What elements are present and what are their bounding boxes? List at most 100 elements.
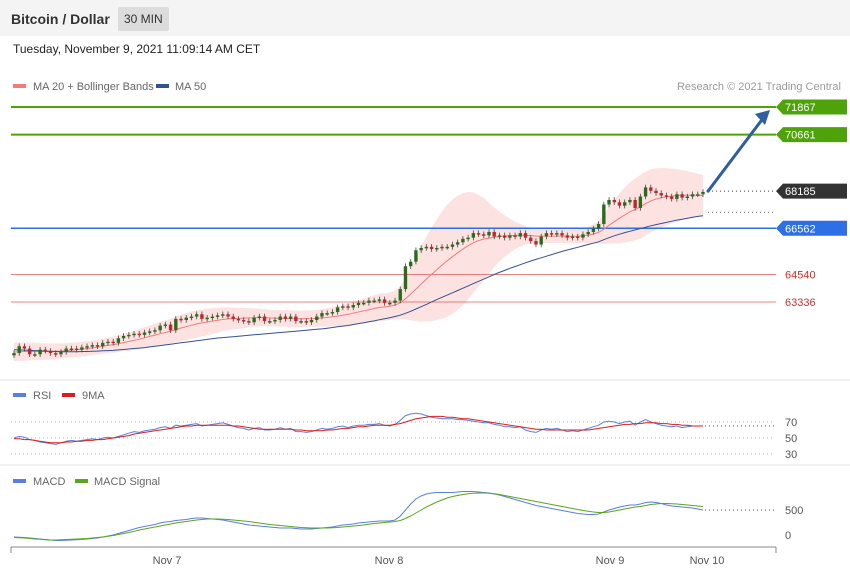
candle-body <box>95 345 100 347</box>
candle-body <box>591 228 596 232</box>
candle-body <box>168 324 173 331</box>
macd-tick-label: 500 <box>785 505 803 517</box>
level-label: 71867 <box>785 102 816 114</box>
candle-body <box>356 302 361 306</box>
candle-body <box>158 325 162 331</box>
candle-body <box>565 235 569 238</box>
legend-rsi: RSI <box>33 390 51 402</box>
candle-body <box>341 306 345 308</box>
macd-signal-line <box>13 492 704 541</box>
candle-body <box>221 314 225 316</box>
candle-body <box>529 237 533 242</box>
candle-body <box>268 321 272 323</box>
legend-swatch-ma50 <box>156 84 169 88</box>
candle-body <box>121 335 126 339</box>
candle-body <box>309 319 314 323</box>
candle-body <box>393 300 397 303</box>
candle-body <box>513 235 517 237</box>
candle-body <box>440 246 444 249</box>
candle-body <box>247 321 251 323</box>
candle-body <box>22 346 27 349</box>
rsi-line <box>13 412 703 445</box>
candle-body <box>534 241 538 245</box>
legend-ma50: MA 50 <box>175 81 206 93</box>
candle-body <box>471 233 476 238</box>
legend-macd: MACD <box>33 476 65 488</box>
legend-swatch-macd-signal <box>75 479 88 483</box>
level-tag <box>776 220 847 236</box>
candle-body <box>59 351 63 355</box>
candle-body <box>33 354 37 356</box>
candle-body <box>576 236 580 239</box>
x-tick-label: Nov 10 <box>690 555 725 567</box>
candle-body <box>701 191 705 195</box>
candle-body <box>685 196 690 199</box>
candle-body <box>643 187 648 197</box>
level-tag <box>776 127 847 143</box>
candle-body <box>445 246 449 249</box>
candle-body <box>215 315 220 317</box>
candle-body <box>69 348 74 351</box>
level-label: 63336 <box>785 297 816 309</box>
candle-body <box>607 199 611 205</box>
candle-body <box>502 235 507 238</box>
candle-body <box>487 231 491 236</box>
candle-body <box>508 235 512 238</box>
candle-body <box>367 300 371 303</box>
candle-body <box>628 199 632 203</box>
candle-body <box>659 193 663 196</box>
candle-body <box>560 233 564 236</box>
candle-body <box>435 247 439 250</box>
candle-body <box>179 318 183 321</box>
candle-body <box>210 316 215 319</box>
timestamp: Tuesday, November 9, 2021 11:09:14 AM CE… <box>13 42 261 56</box>
candle-body <box>226 314 230 317</box>
candle-body <box>278 316 282 320</box>
legend-swatch-rsi-ma <box>62 393 75 397</box>
candle-body <box>612 199 616 203</box>
candle-body <box>257 316 262 319</box>
rsi-ma-line <box>14 415 703 444</box>
legend-swatch-macd <box>13 479 26 483</box>
level-label: 64540 <box>785 269 816 281</box>
forecast-arrow-head <box>755 110 770 125</box>
candle-body <box>330 311 335 314</box>
candle-body <box>189 316 194 319</box>
candle-body <box>288 316 293 319</box>
candle-body <box>90 345 94 347</box>
candle-body <box>429 246 434 250</box>
candle-body <box>106 341 110 344</box>
candle-body <box>38 349 42 355</box>
candle-body <box>132 333 136 336</box>
candle-body <box>262 316 267 322</box>
candle-body <box>283 316 288 319</box>
candle-body <box>325 313 329 315</box>
candle-body <box>398 289 402 301</box>
candle-body <box>315 316 319 320</box>
legend-ma20: MA 20 + Bollinger Bands <box>33 81 154 93</box>
instrument-title: Bitcoin / Dollar <box>11 11 110 27</box>
candle-body <box>346 306 350 308</box>
candle-body <box>544 233 549 237</box>
candle-body <box>335 307 340 312</box>
interval-badge[interactable]: 30 MIN <box>118 7 169 31</box>
macd-tick-label: 0 <box>785 530 791 542</box>
candle-body <box>241 319 246 322</box>
candle-body <box>48 350 53 354</box>
candle-body <box>539 236 543 245</box>
candle-body <box>127 334 131 337</box>
x-tick-label: Nov 9 <box>596 555 625 567</box>
candle-body <box>617 202 622 206</box>
candle-body <box>669 196 674 199</box>
ma50-line <box>13 215 704 353</box>
candle-body <box>549 233 554 235</box>
x-tick-label: Nov 8 <box>375 555 404 567</box>
candle-body <box>654 190 658 194</box>
candle-body <box>570 236 575 239</box>
candle-body <box>194 314 199 317</box>
candle-body <box>586 231 590 235</box>
candle-body <box>153 330 157 332</box>
candle-body <box>231 316 235 319</box>
candle-body <box>419 247 423 251</box>
level-label: 70661 <box>785 130 816 142</box>
